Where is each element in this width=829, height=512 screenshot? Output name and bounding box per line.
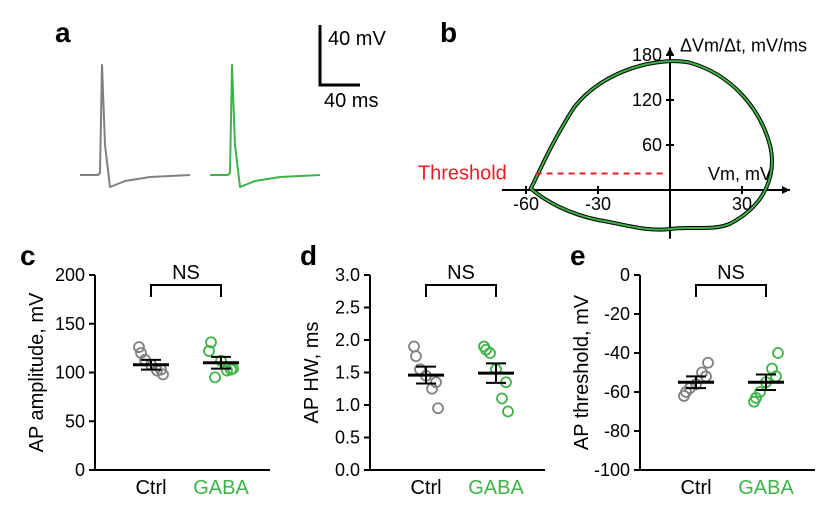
panel-label-a: a xyxy=(55,17,71,48)
panel-c-plot: 0 50 100 150 200 AP amplitude, mV Ctrl GABA NS xyxy=(26,262,270,499)
threshold-label: Threshold xyxy=(418,163,507,185)
x-axis-label: Vm, mV xyxy=(708,164,772,184)
y-tick-label: -60 xyxy=(604,382,630,402)
y-axis-label: AP HW, ms xyxy=(301,322,323,424)
ap-trace xyxy=(210,65,320,187)
data-point xyxy=(409,342,419,352)
data-point xyxy=(497,394,507,404)
panel-a-traces: 40 mV 40 ms xyxy=(80,25,386,187)
ns-label: NS xyxy=(447,262,475,284)
cat-label-ctrl: Ctrl xyxy=(135,477,166,499)
y-tick-label: -20 xyxy=(604,304,630,324)
data-point xyxy=(703,358,713,368)
y-tick-label: 2.0 xyxy=(335,330,360,350)
ns-bracket xyxy=(151,285,221,297)
y-tick-label: 120 xyxy=(632,90,662,110)
x-tick-label: -60 xyxy=(513,194,539,214)
ns-label: NS xyxy=(717,262,745,284)
y-tick-label: -100 xyxy=(594,460,630,480)
y-tick-label: 200 xyxy=(55,265,85,285)
y-tick-label: 0 xyxy=(75,460,85,480)
cat-label-ctrl: Ctrl xyxy=(680,477,711,499)
data-point xyxy=(479,342,489,352)
y-tick-label: 150 xyxy=(55,314,85,334)
cat-label-gaba: GABA xyxy=(738,477,794,499)
data-point xyxy=(773,348,783,358)
scalebar-y-label: 40 mV xyxy=(328,28,386,50)
y-tick-label: -80 xyxy=(604,421,630,441)
y-tick-label: 100 xyxy=(55,363,85,383)
y-axis-label: ΔVm/Δt, mV/ms xyxy=(680,36,807,56)
data-point xyxy=(210,372,220,382)
y-tick-label: -40 xyxy=(604,343,630,363)
panel-label-d: d xyxy=(300,240,317,271)
y-tick-label: 1.0 xyxy=(335,395,360,415)
y-tick-label: 1.5 xyxy=(335,363,360,383)
cat-label-gaba: GABA xyxy=(468,477,524,499)
y-tick-label: 60 xyxy=(642,135,662,155)
panel-label-e: e xyxy=(570,240,586,271)
cat-label-gaba: GABA xyxy=(193,477,249,499)
y-tick-label: 3.0 xyxy=(335,265,360,285)
y-tick-label: 50 xyxy=(65,411,85,431)
data-point xyxy=(134,342,144,352)
ap-trace xyxy=(80,65,190,187)
scalebar-x-label: 40 ms xyxy=(324,90,378,112)
panel-label-b: b xyxy=(440,17,457,48)
y-tick-label: 0.0 xyxy=(335,460,360,480)
data-point xyxy=(503,407,513,417)
y-tick-label: 0.5 xyxy=(335,428,360,448)
ns-bracket xyxy=(696,285,766,297)
ns-label: NS xyxy=(172,262,200,284)
panel-b-phase-plot: -60-303060120180ΔVm/Δt, mV/msVm, mVThres… xyxy=(418,36,807,239)
panel-e-plot: -100 -80 -60 -40 -20 0 AP threshold, mV Ctrl GAB… xyxy=(571,262,815,499)
ns-bracket xyxy=(426,285,496,297)
cat-label-ctrl: Ctrl xyxy=(410,477,441,499)
y-tick-label: 2.5 xyxy=(335,298,360,318)
x-axis-arrow xyxy=(782,186,790,194)
data-point xyxy=(411,351,421,361)
data-point xyxy=(433,403,443,413)
panel-label-c: c xyxy=(20,240,36,271)
panel-d-plot: 0.0 0.5 1.0 1.5 2.0 2.5 3.0 AP HW, ms Ctrl GABA NS xyxy=(301,262,545,499)
y-tick-label: 0 xyxy=(620,265,630,285)
y-axis-label: AP threshold, mV xyxy=(571,294,593,450)
x-tick-label: -30 xyxy=(585,194,611,214)
y-axis-label: AP amplitude, mV xyxy=(26,292,48,452)
